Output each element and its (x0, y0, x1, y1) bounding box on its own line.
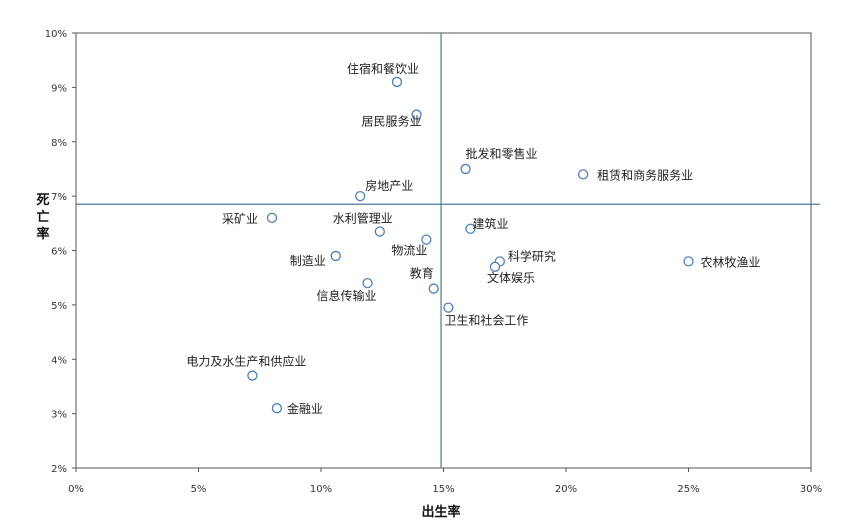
data-point (465, 223, 476, 234)
data-point (578, 169, 589, 180)
x-tick-label: 5% (191, 484, 207, 495)
y-tick-label: 10% (45, 29, 67, 40)
x-axis-title: 出生率 (421, 504, 460, 520)
data-point (683, 256, 694, 267)
data-point (391, 76, 403, 88)
y-tick-label: 3% (51, 410, 67, 421)
y-tick-label: 2% (51, 464, 67, 475)
data-point (443, 302, 454, 313)
x-tick-label: 10% (310, 484, 332, 495)
reference-lines (76, 33, 820, 468)
point-label: 科学研究 (508, 248, 556, 263)
data-point (428, 283, 439, 294)
x-tick-label: 0% (68, 484, 84, 495)
point-label: 租赁和商务服务业 (597, 167, 693, 182)
point-label: 信息传输业 (317, 288, 377, 303)
point-label: 水利管理业 (333, 210, 393, 225)
plot-area-border (75, 32, 812, 469)
point-label: 住宿和餐饮业 (347, 61, 419, 76)
y-tick-label: 7% (51, 192, 67, 203)
point-label: 制造业 (290, 254, 326, 268)
data-points (247, 76, 694, 414)
y-tick-label: 4% (51, 355, 67, 366)
x-tick-label: 25% (677, 484, 699, 495)
point-label: 批发和零售业 (466, 146, 538, 161)
data-point (266, 212, 278, 224)
y-axis-title: 死亡率 (36, 193, 49, 242)
x-tick-label: 15% (432, 484, 454, 495)
point-label: 文体娱乐 (487, 270, 535, 285)
y-tick-label: 6% (51, 247, 67, 258)
point-label: 采矿业 (222, 212, 258, 226)
y-axis-ticks: 2% 3% 4% 5% 6% 7% 8% 9% 10% (45, 29, 76, 475)
data-point (271, 403, 283, 414)
data-point (374, 226, 385, 237)
y-tick-label: 5% (51, 301, 67, 312)
data-point (460, 163, 471, 175)
data-point (330, 250, 341, 262)
data-point (355, 190, 366, 202)
point-label: 卫生和社会工作 (444, 313, 528, 328)
point-label: 物流业 (391, 244, 427, 258)
data-point (489, 261, 501, 272)
data-point (411, 109, 422, 120)
point-label: 金融业 (287, 401, 323, 416)
point-label: 教育 (410, 266, 434, 281)
point-label: 建筑业 (472, 216, 508, 231)
y-tick-label: 8% (51, 138, 67, 149)
data-point (362, 277, 373, 289)
data-point (247, 370, 258, 381)
point-label: 电力及水生产和供应业 (186, 354, 306, 369)
x-axis-ticks: 0% 5% 10% 15% 20% 25% 30% (68, 468, 822, 495)
point-label: 房地产业 (365, 178, 413, 193)
x-tick-label: 20% (555, 484, 577, 495)
data-point (421, 234, 432, 245)
x-tick-label: 30% (800, 484, 822, 495)
point-label: 农林牧渔业 (701, 255, 761, 269)
y-tick-label: 9% (51, 83, 67, 94)
plot-frame (75, 32, 812, 469)
point-label: 居民服务业 (362, 114, 422, 129)
